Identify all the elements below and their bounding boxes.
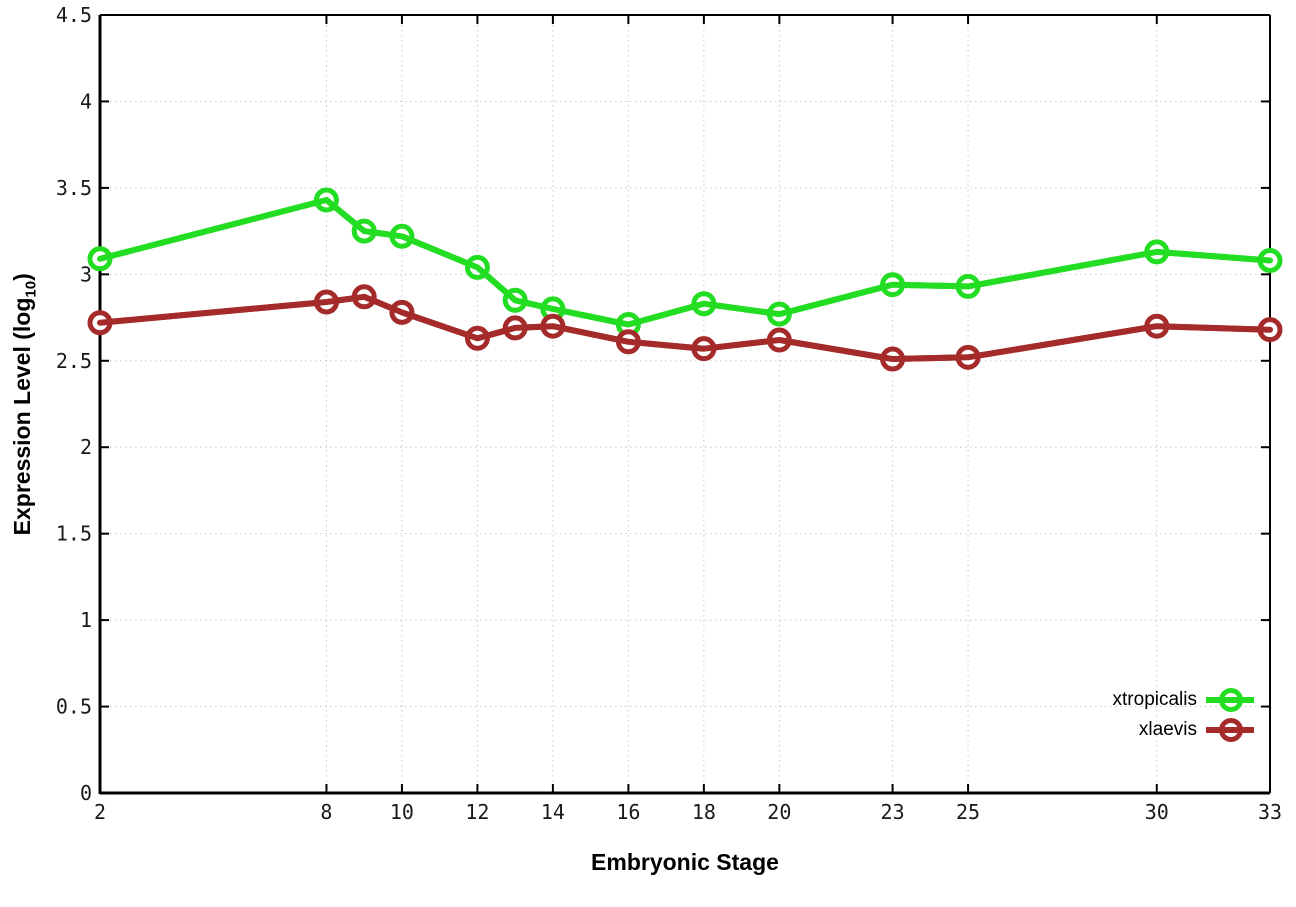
legend-entry-xtropicalis: xtropicalis bbox=[1113, 686, 1254, 714]
x-tick-label: 18 bbox=[692, 800, 716, 824]
legend-entry-xlaevis: xlaevis bbox=[1113, 716, 1254, 744]
legend-marker-icon bbox=[1206, 688, 1254, 712]
x-tick-label: 25 bbox=[956, 800, 980, 824]
y-tick-label: 1 bbox=[80, 608, 92, 632]
series-line-xtropicalis bbox=[97, 197, 1273, 328]
series-line-xlaevis bbox=[97, 293, 1273, 362]
chart-legend: xtropicalis xlaevis bbox=[1113, 686, 1254, 744]
x-tick-label: 12 bbox=[465, 800, 489, 824]
x-tick-label: 2 bbox=[94, 800, 106, 824]
x-tick-label: 10 bbox=[390, 800, 414, 824]
x-tick-label: 14 bbox=[541, 800, 565, 824]
x-tick-label: 16 bbox=[616, 800, 640, 824]
y-axis-label-text: Expression Level (log bbox=[8, 297, 35, 536]
y-axis-label-close: ) bbox=[8, 272, 35, 281]
y-axis-label-subscript: 10 bbox=[22, 280, 40, 298]
x-tick-label: 30 bbox=[1145, 800, 1169, 824]
x-tick-label: 23 bbox=[881, 800, 905, 824]
y-tick-label: 1.5 bbox=[56, 522, 92, 546]
y-tick-label: 3.5 bbox=[56, 176, 92, 200]
y-tick-label: 0 bbox=[80, 781, 92, 805]
x-tick-label: 8 bbox=[320, 800, 332, 824]
y-tick-label: 4 bbox=[80, 89, 92, 113]
y-tick-label: 3 bbox=[80, 262, 92, 286]
y-tick-label: 2.5 bbox=[56, 349, 92, 373]
y-tick-label: 2 bbox=[80, 435, 92, 459]
y-tick-label: 4.5 bbox=[56, 3, 92, 27]
x-axis-label: Embryonic Stage bbox=[591, 849, 779, 875]
legend-marker-icon bbox=[1206, 718, 1254, 742]
legend-label: xtropicalis bbox=[1112, 689, 1197, 710]
x-tick-label: 33 bbox=[1258, 800, 1282, 824]
x-tick-label: 20 bbox=[767, 800, 791, 824]
y-tick-label: 0.5 bbox=[56, 695, 92, 719]
legend-label: xlaevis bbox=[1138, 719, 1197, 740]
y-axis-label: Expression Level (log10) bbox=[0, 15, 48, 793]
